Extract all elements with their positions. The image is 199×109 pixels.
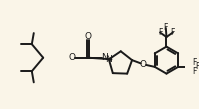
Text: N: N	[105, 55, 112, 64]
Text: F: F	[193, 58, 197, 67]
Text: F: F	[195, 62, 199, 71]
Text: O: O	[85, 32, 92, 41]
Text: O: O	[69, 53, 76, 62]
Text: F: F	[158, 28, 162, 37]
Text: F: F	[193, 67, 197, 76]
Text: O: O	[140, 60, 147, 69]
Text: N: N	[101, 53, 108, 62]
Text: F: F	[171, 28, 175, 37]
Text: F: F	[164, 23, 168, 32]
